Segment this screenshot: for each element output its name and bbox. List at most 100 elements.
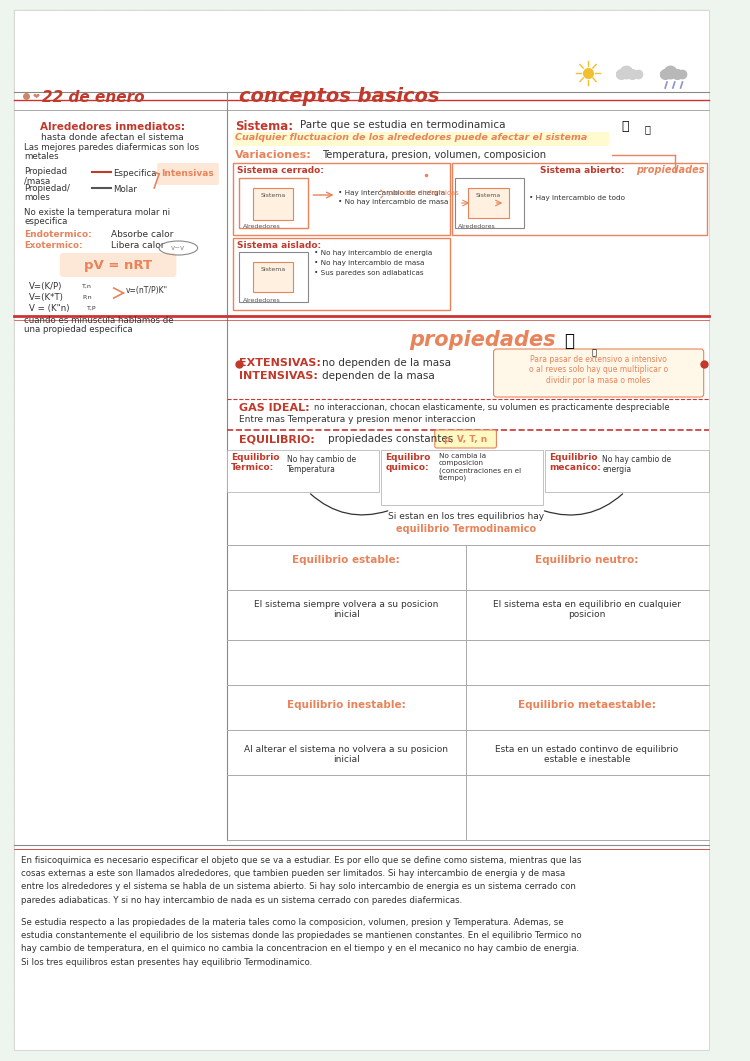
Text: El sistema esta en equilibrio en cualquier
posicion: El sistema esta en equilibrio en cualqui… xyxy=(493,601,681,620)
Text: Alrededores: Alrededores xyxy=(458,224,496,229)
Text: GAS IDEAL:: GAS IDEAL: xyxy=(239,403,310,413)
Text: quimico:: quimico: xyxy=(386,463,429,472)
FancyBboxPatch shape xyxy=(253,188,293,220)
Text: Alrededores inmediatos:: Alrededores inmediatos: xyxy=(40,122,185,132)
Text: Si estan en los tres equilibrios hay: Si estan en los tres equilibrios hay xyxy=(388,512,544,521)
Text: Equilibrio estable:: Equilibrio estable: xyxy=(292,555,400,566)
Text: Equilibrio: Equilibrio xyxy=(231,453,280,462)
FancyBboxPatch shape xyxy=(233,132,609,146)
Text: Se estudia respecto a las propiedades de la materia tales como la composicion, v: Se estudia respecto a las propiedades de… xyxy=(21,918,582,967)
Text: En fisicoquimica es necesario especificar el objeto que se va a estudiar. Es por: En fisicoquimica es necesario especifica… xyxy=(21,856,582,905)
Text: Propiedad/: Propiedad/ xyxy=(24,184,70,193)
Text: Sistema:: Sistema: xyxy=(236,120,293,133)
Text: • Hay intercambio de todo: • Hay intercambio de todo xyxy=(530,195,626,201)
Text: Las mejores paredes diafermicas son los: Las mejores paredes diafermicas son los xyxy=(24,143,200,152)
Text: Cualquier fluctuacion de los alrededores puede afectar el sistema: Cualquier fluctuacion de los alrededores… xyxy=(236,133,587,142)
Text: Al alterar el sistema no volvera a su posicion
inicial: Al alterar el sistema no volvera a su po… xyxy=(244,745,448,764)
Text: dependen de la masa: dependen de la masa xyxy=(322,371,435,381)
Text: Sistema: Sistema xyxy=(476,193,501,198)
FancyBboxPatch shape xyxy=(544,450,709,492)
FancyBboxPatch shape xyxy=(381,450,543,505)
Text: pV = nRT: pV = nRT xyxy=(83,259,152,272)
Text: Sistema cerrado:: Sistema cerrado: xyxy=(237,166,324,175)
Text: no dependen de la masa: no dependen de la masa xyxy=(322,358,451,368)
Text: v=(nT/P)K": v=(nT/P)K" xyxy=(125,285,167,295)
Text: 💎: 💎 xyxy=(591,348,596,356)
Text: V = (K"n): V = (K"n) xyxy=(29,305,70,313)
Text: equilibrio Termodinamico: equilibrio Termodinamico xyxy=(395,524,536,534)
Text: Sistema abierto:: Sistema abierto: xyxy=(540,166,624,175)
FancyBboxPatch shape xyxy=(239,253,308,302)
Text: Exotermico:: Exotermico: xyxy=(24,241,82,250)
FancyBboxPatch shape xyxy=(616,72,640,77)
FancyBboxPatch shape xyxy=(469,188,509,218)
Text: T,P: T,P xyxy=(87,306,96,311)
FancyBboxPatch shape xyxy=(14,10,709,1050)
Text: EXTENSIVAS:: EXTENSIVAS: xyxy=(239,358,321,368)
Text: Esta en un estado continvo de equilibrio
estable e inestable: Esta en un estado continvo de equilibrio… xyxy=(496,745,679,764)
Text: Equilibrio: Equilibrio xyxy=(550,453,598,462)
Text: • No hay intercambio de masa: • No hay intercambio de masa xyxy=(338,199,448,205)
Text: El sistema siempre volvera a su posicion
inicial: El sistema siempre volvera a su posicion… xyxy=(254,601,438,620)
Text: • Hay intercambio de energia: • Hay intercambio de energia xyxy=(338,190,446,196)
Text: Entre mas Temperatura y presion menor interaccion: Entre mas Temperatura y presion menor in… xyxy=(239,415,476,424)
Text: Parte que se estudia en termodinamica: Parte que se estudia en termodinamica xyxy=(300,120,506,131)
FancyBboxPatch shape xyxy=(455,178,524,228)
Text: No existe la temperatura molar ni: No existe la temperatura molar ni xyxy=(24,208,170,218)
Text: INTENSIVAS:: INTENSIVAS: xyxy=(239,371,318,381)
Text: propiedades: propiedades xyxy=(636,166,704,175)
Text: propiedades: propiedades xyxy=(409,330,555,350)
Text: Termico:: Termico: xyxy=(231,463,274,472)
Text: P,n: P,n xyxy=(82,295,92,300)
Text: Propiedad: Propiedad xyxy=(24,167,67,176)
Text: • No hay intercambio de energia: • No hay intercambio de energia xyxy=(314,250,433,256)
Text: 22 de enero: 22 de enero xyxy=(43,89,145,104)
Text: Variaciones:: Variaciones: xyxy=(236,150,312,160)
Text: Sistema: Sistema xyxy=(260,267,286,272)
Text: Absorbe calor: Absorbe calor xyxy=(111,230,173,239)
Text: Molar: Molar xyxy=(112,185,136,194)
FancyBboxPatch shape xyxy=(158,163,219,185)
Text: Sistema: Sistema xyxy=(260,193,286,198)
Text: T,n: T,n xyxy=(82,284,92,289)
Text: Alrededores: Alrededores xyxy=(243,224,280,229)
Text: Equilibrio inestable:: Equilibrio inestable: xyxy=(286,700,406,710)
Text: 🍪: 🍪 xyxy=(621,120,628,133)
Text: Sistema aislado:: Sistema aislado: xyxy=(237,241,321,250)
FancyBboxPatch shape xyxy=(233,238,450,310)
FancyBboxPatch shape xyxy=(233,163,450,234)
Text: 🍪: 🍪 xyxy=(564,332,574,350)
Text: hasta donde afectan el sistema: hasta donde afectan el sistema xyxy=(41,133,184,142)
FancyBboxPatch shape xyxy=(435,430,496,448)
Text: no interaccionan, chocan elasticamente, su volumen es practicamente despreciable: no interaccionan, chocan elasticamente, … xyxy=(314,403,670,412)
Text: /masa: /masa xyxy=(24,176,50,185)
FancyBboxPatch shape xyxy=(60,253,176,277)
FancyBboxPatch shape xyxy=(452,163,706,234)
Text: cuando es minuscula hablamos de: cuando es minuscula hablamos de xyxy=(24,316,174,325)
FancyBboxPatch shape xyxy=(253,262,293,292)
Text: paredes diafermicas: paredes diafermicas xyxy=(388,190,458,196)
Text: V=(K/P): V=(K/P) xyxy=(29,282,62,291)
FancyBboxPatch shape xyxy=(239,178,308,228)
Text: especifica: especifica xyxy=(24,218,68,226)
Text: propiedades constantes: propiedades constantes xyxy=(328,434,453,443)
Text: Temperatura, presion, volumen, composicion: Temperatura, presion, volumen, composici… xyxy=(322,150,546,160)
Text: Endotermico:: Endotermico: xyxy=(24,230,92,239)
Text: v~v: v~v xyxy=(171,245,185,251)
Text: mecanico:: mecanico: xyxy=(550,463,602,472)
Text: moles: moles xyxy=(24,193,50,202)
Text: Equilibrio neutro:: Equilibrio neutro: xyxy=(536,555,639,566)
Text: Para pasar de extensivo a intensivo
o al reves solo hay que multiplicar o
dividi: Para pasar de extensivo a intensivo o al… xyxy=(529,355,668,385)
Text: 🌰: 🌰 xyxy=(645,124,651,134)
Text: EQUILIBRIO:: EQUILIBRIO: xyxy=(239,434,315,443)
Text: una propiedad especifica: una propiedad especifica xyxy=(24,325,133,334)
Text: No hay cambio de
energia: No hay cambio de energia xyxy=(602,455,671,474)
Text: Alrededores: Alrededores xyxy=(243,298,280,303)
Text: p, V, T, n: p, V, T, n xyxy=(444,435,488,443)
Text: V=(K*T): V=(K*T) xyxy=(29,293,64,302)
Text: Intensivas: Intensivas xyxy=(161,170,214,178)
Text: metales: metales xyxy=(24,152,58,161)
Text: Libera calor: Libera calor xyxy=(111,241,164,250)
Text: Especifica: Especifica xyxy=(112,169,156,178)
FancyBboxPatch shape xyxy=(226,450,379,492)
